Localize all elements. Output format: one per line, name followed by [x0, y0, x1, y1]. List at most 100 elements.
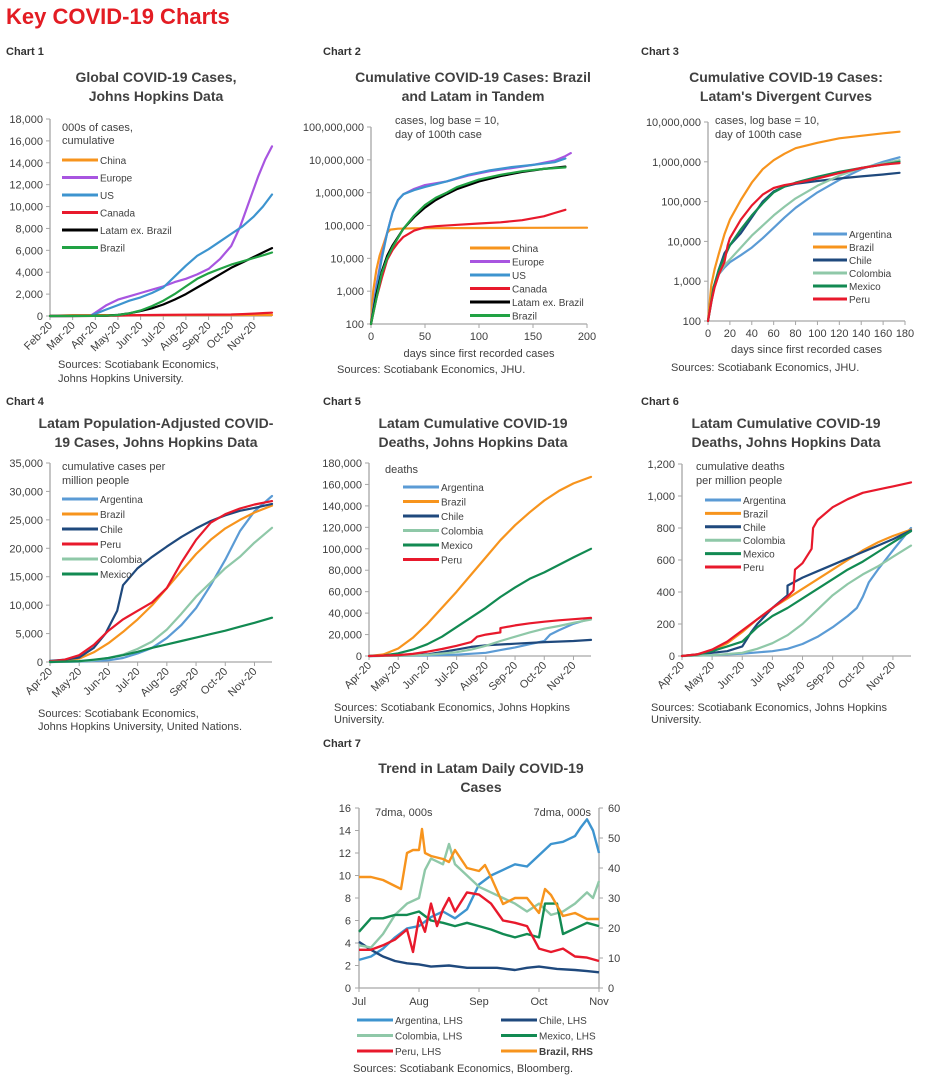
legend-label-peru: Peru	[441, 556, 462, 567]
left-y-tick-label: 6	[345, 916, 351, 928]
series-line-mexico-lhs	[358, 902, 600, 939]
x-tick-label: 80	[789, 328, 801, 340]
chart-title: Cumulative COVID-19 Cases: Brazil	[355, 69, 591, 85]
series-line-colombia	[680, 544, 913, 658]
y-tick-label: 100,000	[661, 197, 701, 209]
y-tick-label: 100,000	[324, 221, 364, 233]
x-tick-label: Aug-20	[138, 666, 172, 700]
chart-7-panel: Chart 7 Trend in Latam Daily COVID-19 Cas…	[323, 738, 633, 1082]
axis-annotation: cases, log base = 10,	[395, 115, 499, 127]
x-tick-label: Oct	[530, 996, 547, 1008]
y-tick-label: 20,000	[9, 543, 43, 555]
chart-source: Johns Hopkins University, United Nations…	[38, 721, 242, 733]
left-y-tick-label: 8	[345, 893, 351, 905]
chart-title: Deaths, Johns Hopkins Data	[378, 434, 567, 450]
y-tick-label: 10,000	[9, 600, 43, 612]
series-line-peru	[680, 481, 913, 658]
chart-title: Latam Cumulative COVID-19	[691, 415, 880, 431]
chart-6: Latam Cumulative COVID-19 Deaths, Johns H…	[647, 415, 913, 726]
series-line-chile-lhs	[358, 940, 600, 974]
chart-title: Global COVID-19 Cases,	[75, 69, 236, 85]
axis-annotation: deaths	[385, 464, 419, 476]
left-y-tick-label: 12	[339, 848, 351, 860]
left-y-tick-label: 16	[339, 803, 351, 815]
chart-label: Chart 7	[323, 738, 361, 750]
chart-3-panel: Chart 3 Cumulative COVID-19 Cases: Latam'…	[641, 46, 926, 386]
x-tick-label: 40	[746, 328, 758, 340]
y-tick-label: 40,000	[328, 608, 362, 620]
axis-annotation: day of 100th case	[395, 129, 482, 141]
legend-label-europe: Europe	[100, 174, 133, 185]
y-tick-label: 120,000	[322, 522, 362, 534]
chart-source: Sources: Scotiabank Economics, JHU.	[671, 362, 859, 374]
series-line-mexico	[48, 616, 274, 664]
x-tick-label: Aug	[409, 996, 429, 1008]
right-y-tick-label: 30	[608, 893, 620, 905]
left-y-tick-label: 0	[345, 983, 351, 995]
chart-title: Cases	[460, 779, 501, 795]
legend-label-chile: Chile	[849, 256, 872, 267]
series-line-brazil	[367, 475, 593, 658]
y-tick-label: 180,000	[322, 458, 362, 470]
x-tick-label: 140	[852, 328, 870, 340]
y-tick-label: 1,000,000	[315, 188, 364, 200]
y-tick-label: 30,000	[9, 486, 43, 498]
y-tick-label: 5,000	[15, 629, 43, 641]
legend-label-mexico: Mexico	[849, 282, 881, 293]
y-tick-label: 4,000	[15, 267, 43, 279]
legend-label-chile: Chile	[441, 512, 464, 523]
y-tick-label: 20,000	[328, 630, 362, 642]
left-y-tick-label: 4	[345, 938, 351, 950]
y-tick-label: 0	[37, 657, 43, 669]
chart-label: Chart 4	[6, 396, 44, 408]
legend-label-argentina: Argentina	[100, 495, 143, 506]
chart-title: Cumulative COVID-19 Cases:	[689, 69, 883, 85]
chart-title: Deaths, Johns Hopkins Data	[691, 434, 880, 450]
chart-label: Chart 6	[641, 396, 679, 408]
x-tick-label: 200	[578, 331, 596, 343]
x-tick-label: Nov-20	[226, 666, 260, 700]
legend-label-latam-ex-brazil: Latam ex. Brazil	[512, 298, 584, 309]
chart-4-panel: Chart 4 Latam Population-Adjusted COVID-…	[6, 396, 306, 736]
chart-label: Chart 1	[6, 46, 44, 58]
x-tick-label: 150	[524, 331, 542, 343]
x-tick-label: 0	[368, 331, 374, 343]
series-line-mexico	[706, 160, 901, 323]
series-line-argentina	[680, 526, 913, 658]
x-tick-label: May-20	[683, 660, 717, 694]
y-tick-label: 200	[657, 619, 675, 631]
legend-label-mexico: Mexico	[100, 570, 132, 581]
chart-5-panel: Chart 5 Latam Cumulative COVID-19 Deaths,…	[322, 396, 623, 736]
x-tick-label: Jun-20	[81, 666, 113, 698]
chart-title: Trend in Latam Daily COVID-19	[378, 760, 584, 776]
x-tick-label: Jun-20	[715, 660, 747, 692]
series-line-china	[369, 226, 589, 326]
x-tick-label: 0	[705, 328, 711, 340]
y-tick-label: 600	[657, 555, 675, 567]
page-title: Key COVID-19 Charts	[6, 4, 230, 29]
legend-label-mexico: Mexico	[743, 550, 775, 561]
legend-label-us: US	[512, 271, 526, 282]
legend-label-us: US	[100, 191, 114, 202]
y-tick-label: 1,000	[647, 491, 675, 503]
series-line-latam-ex-brazil	[48, 247, 274, 318]
legend-label-chile-lhs: Chile, LHS	[539, 1016, 587, 1027]
legend-label-peru-lhs: Peru, LHS	[395, 1047, 441, 1058]
y-tick-label: 100,000,000	[303, 122, 364, 134]
legend-label-brazil: Brazil	[743, 509, 768, 520]
y-tick-label: 800	[657, 523, 675, 535]
series-line-us	[369, 157, 567, 326]
series-line-brazil	[48, 251, 274, 318]
y-tick-label: 10,000,000	[646, 117, 701, 129]
legend-label-colombia-lhs: Colombia, LHS	[395, 1032, 463, 1043]
y-tick-label: 10,000	[9, 202, 43, 214]
chart-title: Johns Hopkins Data	[89, 88, 224, 104]
series-line-mexico	[367, 547, 593, 658]
right-y-tick-label: 40	[608, 863, 620, 875]
chart-source: Sources: Scotiabank Economics,	[38, 708, 199, 720]
series-line-brazil	[706, 130, 901, 323]
axis-annotation: day of 100th case	[715, 129, 802, 141]
legend-label-peru: Peru	[743, 563, 764, 574]
series-line-brazil	[369, 166, 567, 326]
legend-label-brazil: Brazil	[512, 312, 537, 323]
